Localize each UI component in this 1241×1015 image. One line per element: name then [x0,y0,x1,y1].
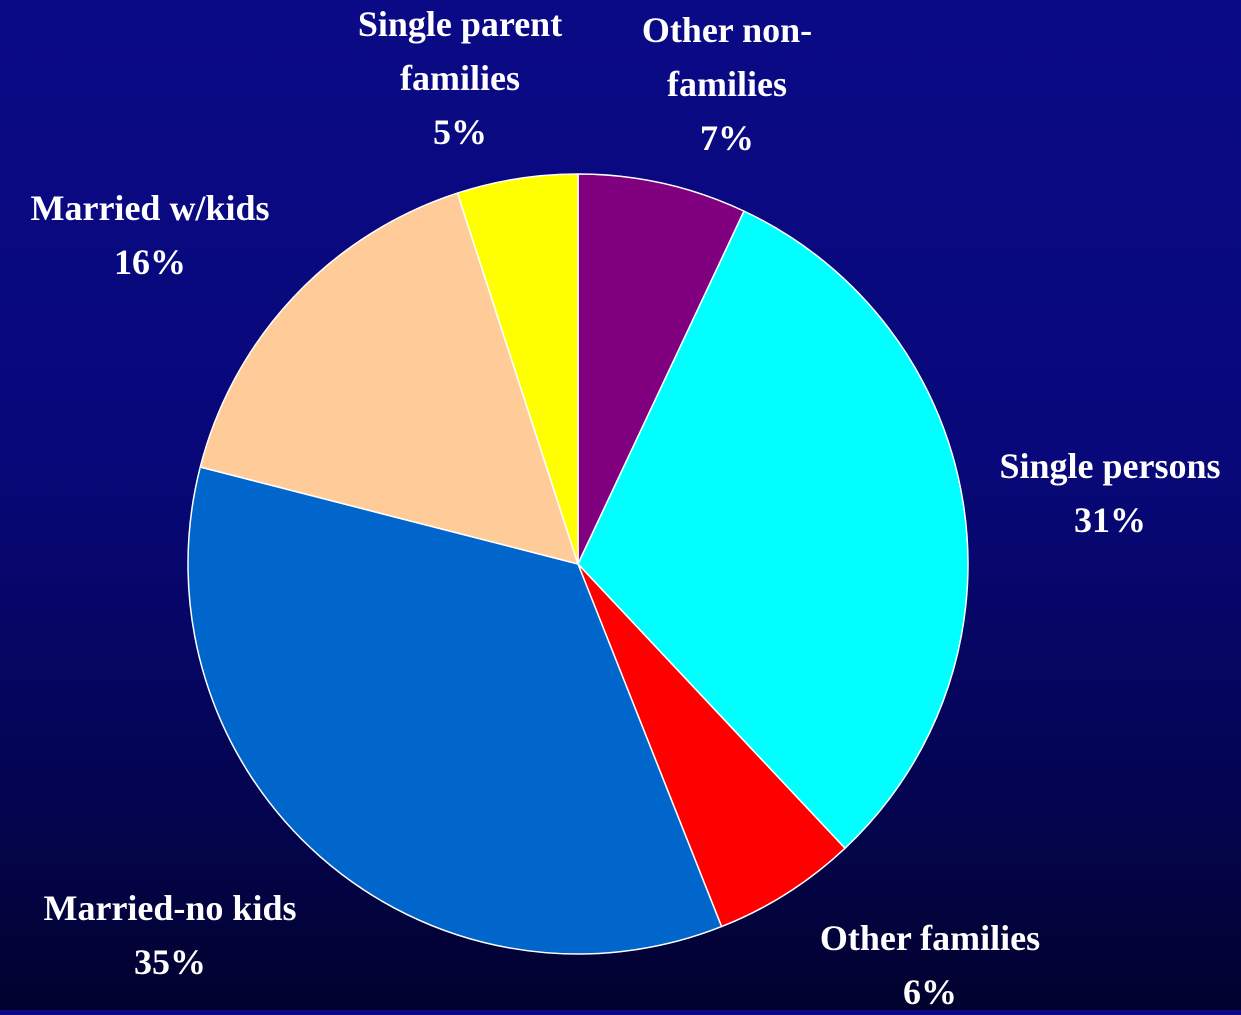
slice-category-label: Single parent [358,4,562,44]
pie-slices [187,173,969,955]
slice-category-label: Single persons [999,446,1220,486]
slice-value-label: 31% [1074,500,1146,540]
pie-slice-single-persons [577,210,969,850]
slice-label-other-non-families: Other non-families 7% [642,10,812,158]
pie-labels: Other non-families 7% Single persons 31% Oth… [31,4,1221,1012]
slice-value-label: 7% [700,118,754,158]
slice-category-label: Other families [820,918,1040,958]
pie-slice-married-w-kids [199,192,579,565]
slice-value-label: 35% [134,942,206,982]
pie-slice-other-non-families [577,173,745,565]
slice-category-label: families [667,64,787,104]
slice-label-single-parent-families: Single parent families 5% [358,4,562,152]
pie-slice-single-parent-families [456,173,579,565]
slice-value-label: 6% [903,972,957,1010]
slice-category-label: families [400,58,520,98]
slice-label-single-persons: Single persons 31% [999,446,1220,540]
slice-label-other-families: Other families 6% [820,918,1040,1012]
slice-category-label: Other non- [642,10,812,50]
slice-category-label: Married w/kids [31,188,270,228]
slice-label-married-w-kids: Married w/kids 16% [31,188,270,282]
pie-slice-married-no-kids [187,466,723,955]
slice-category-label: Married-no kids [43,888,296,928]
slice-value-label: 5% [433,112,487,152]
slice-label-married-no-kids: Married-no kids 35% [43,888,296,982]
pie-slice-other-families [577,563,846,928]
slice-value-label: 16% [114,242,186,282]
